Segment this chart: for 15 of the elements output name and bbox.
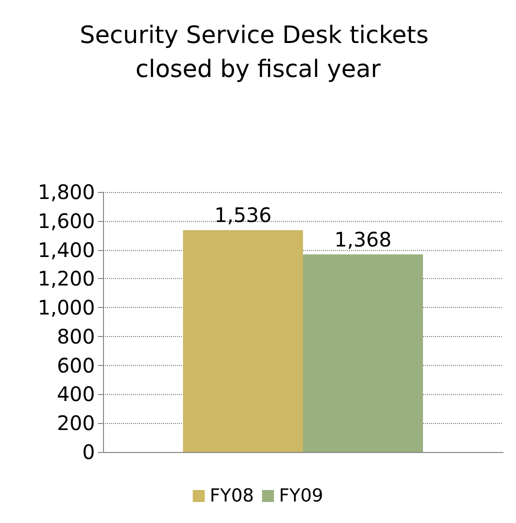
y-tick-label: 1,600 — [38, 208, 95, 233]
y-tick-label: 800 — [56, 324, 95, 348]
data-label: 1,368 — [334, 227, 392, 252]
legend-label: FY08 — [210, 486, 254, 506]
chart-title: Security Service Desk tickets closed by fiscal year — [80, 21, 436, 83]
y-tick-label: 1,200 — [38, 266, 95, 291]
y-tick-label: 1,000 — [38, 296, 95, 320]
y-tick-label: 1,800 — [38, 180, 95, 204]
y-tick-label: 1,400 — [38, 238, 95, 262]
y-tick-label: 600 — [56, 353, 95, 378]
legend-label: FY09 — [279, 486, 324, 506]
y-tick-label: 200 — [56, 411, 95, 436]
y-tick-label: 400 — [56, 382, 95, 406]
y-tick-label: 0 — [82, 440, 95, 464]
data-label: 1,536 — [214, 203, 272, 228]
